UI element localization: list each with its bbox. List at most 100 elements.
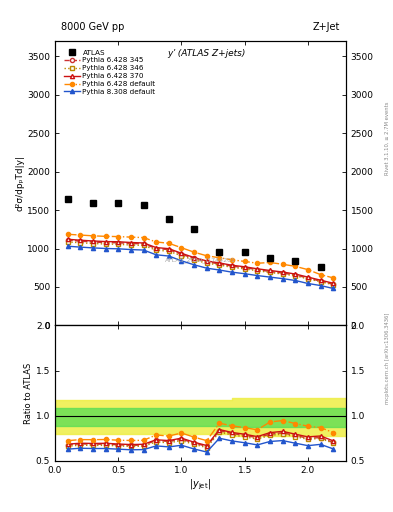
Pythia 6.428 370	[129, 240, 133, 246]
Pythia 6.428 346	[91, 241, 95, 247]
Text: Rivet 3.1.10, ≥ 2.7M events: Rivet 3.1.10, ≥ 2.7M events	[385, 101, 390, 175]
Text: ATLAS_2019_I1744201: ATLAS_2019_I1744201	[165, 257, 236, 263]
Pythia 6.428 370	[268, 267, 272, 273]
ATLAS	[268, 254, 272, 261]
Pythia 6.428 345	[78, 238, 83, 244]
Pythia 6.428 default	[91, 233, 95, 239]
Pythia 8.308 default	[318, 283, 323, 289]
Pythia 8.308 default	[217, 267, 222, 273]
Pythia 6.428 346	[141, 242, 146, 248]
Pythia 6.428 default	[129, 234, 133, 240]
Pythia 6.428 370	[154, 245, 158, 251]
Pythia 6.428 345	[103, 240, 108, 246]
ATLAS	[167, 216, 171, 222]
Pythia 6.428 346	[230, 264, 234, 270]
Pythia 6.428 370	[217, 260, 222, 266]
Y-axis label: Ratio to ATLAS: Ratio to ATLAS	[24, 362, 33, 424]
Pythia 6.428 default	[78, 232, 83, 238]
Pythia 6.428 default	[305, 267, 310, 273]
Pythia 6.428 346	[129, 242, 133, 248]
Pythia 6.428 370	[65, 236, 70, 242]
Pythia 6.428 346	[154, 247, 158, 253]
ATLAS	[242, 248, 247, 254]
Pythia 6.428 346	[179, 253, 184, 259]
Y-axis label: d²σ/dpₚTd|y|: d²σ/dpₚTd|y|	[15, 155, 24, 211]
Pythia 6.428 370	[230, 262, 234, 268]
Pythia 6.428 default	[103, 233, 108, 240]
Pythia 8.308 default	[103, 245, 108, 251]
ATLAS	[116, 200, 121, 206]
Pythia 6.428 370	[192, 254, 196, 261]
Pythia 6.428 346	[167, 248, 171, 254]
Text: Z+Jet: Z+Jet	[313, 23, 340, 32]
Pythia 8.308 default	[116, 246, 121, 252]
Pythia 6.428 default	[293, 263, 298, 269]
ATLAS	[91, 200, 95, 206]
ATLAS	[192, 226, 196, 232]
Pythia 6.428 default	[217, 254, 222, 261]
ATLAS	[217, 248, 222, 254]
Pythia 8.308 default	[280, 275, 285, 282]
Pythia 6.428 346	[103, 241, 108, 247]
Pythia 6.428 345	[167, 247, 171, 253]
Pythia 6.428 346	[293, 273, 298, 279]
Pythia 6.428 345	[230, 263, 234, 269]
Text: mcplots.cern.ch [arXiv:1306.3436]: mcplots.cern.ch [arXiv:1306.3436]	[385, 313, 390, 404]
Pythia 6.428 345	[65, 237, 70, 243]
Pythia 8.308 default	[268, 274, 272, 280]
Pythia 6.428 345	[293, 272, 298, 278]
Pythia 6.428 370	[280, 269, 285, 275]
Line: ATLAS: ATLAS	[64, 196, 324, 270]
Pythia 6.428 345	[129, 241, 133, 247]
Pythia 6.428 default	[179, 245, 184, 251]
Pythia 6.428 346	[242, 266, 247, 272]
ATLAS	[65, 196, 70, 202]
Pythia 6.428 345	[255, 267, 260, 273]
Pythia 8.308 default	[91, 245, 95, 251]
Pythia 6.428 default	[167, 240, 171, 246]
Pythia 8.308 default	[192, 262, 196, 268]
Pythia 6.428 370	[293, 271, 298, 277]
Pythia 6.428 370	[103, 239, 108, 245]
Pythia 6.428 370	[141, 240, 146, 246]
Pythia 6.428 370	[116, 239, 121, 245]
Pythia 6.428 370	[318, 277, 323, 283]
Pythia 6.428 346	[305, 276, 310, 282]
Pythia 6.428 345	[280, 270, 285, 276]
Pythia 6.428 default	[280, 261, 285, 267]
Pythia 8.308 default	[230, 269, 234, 275]
Pythia 8.308 default	[293, 278, 298, 284]
Pythia 8.308 default	[141, 247, 146, 253]
Pythia 6.428 default	[255, 260, 260, 266]
Pythia 6.428 345	[268, 268, 272, 274]
Pythia 8.308 default	[305, 281, 310, 287]
Pythia 8.308 default	[179, 258, 184, 264]
Pythia 6.428 345	[154, 245, 158, 251]
Text: yʹ (ATLAS Z+jets): yʹ (ATLAS Z+jets)	[167, 50, 246, 58]
Pythia 6.428 345	[91, 239, 95, 245]
Text: 8000 GeV pp: 8000 GeV pp	[61, 23, 124, 32]
Pythia 6.428 345	[116, 240, 121, 246]
Pythia 6.428 370	[179, 250, 184, 257]
Line: Pythia 6.428 346: Pythia 6.428 346	[66, 240, 335, 287]
Pythia 6.428 346	[280, 271, 285, 277]
Pythia 6.428 370	[242, 264, 247, 270]
Pythia 6.428 345	[141, 241, 146, 247]
Pythia 8.308 default	[242, 271, 247, 277]
ATLAS	[141, 202, 146, 208]
Pythia 6.428 default	[154, 239, 158, 245]
Pythia 6.428 346	[217, 262, 222, 268]
Pythia 6.428 370	[305, 274, 310, 280]
ATLAS	[318, 264, 323, 270]
Line: Pythia 6.428 default: Pythia 6.428 default	[66, 232, 335, 280]
Pythia 6.428 default	[331, 275, 336, 281]
Pythia 6.428 346	[268, 269, 272, 275]
Pythia 6.428 345	[217, 261, 222, 267]
Pythia 6.428 370	[331, 280, 336, 286]
Pythia 6.428 345	[331, 281, 336, 287]
Pythia 6.428 346	[331, 282, 336, 288]
Line: Pythia 8.308 default: Pythia 8.308 default	[66, 244, 335, 290]
Pythia 6.428 345	[305, 275, 310, 281]
ATLAS	[293, 258, 298, 264]
Pythia 8.308 default	[154, 252, 158, 258]
